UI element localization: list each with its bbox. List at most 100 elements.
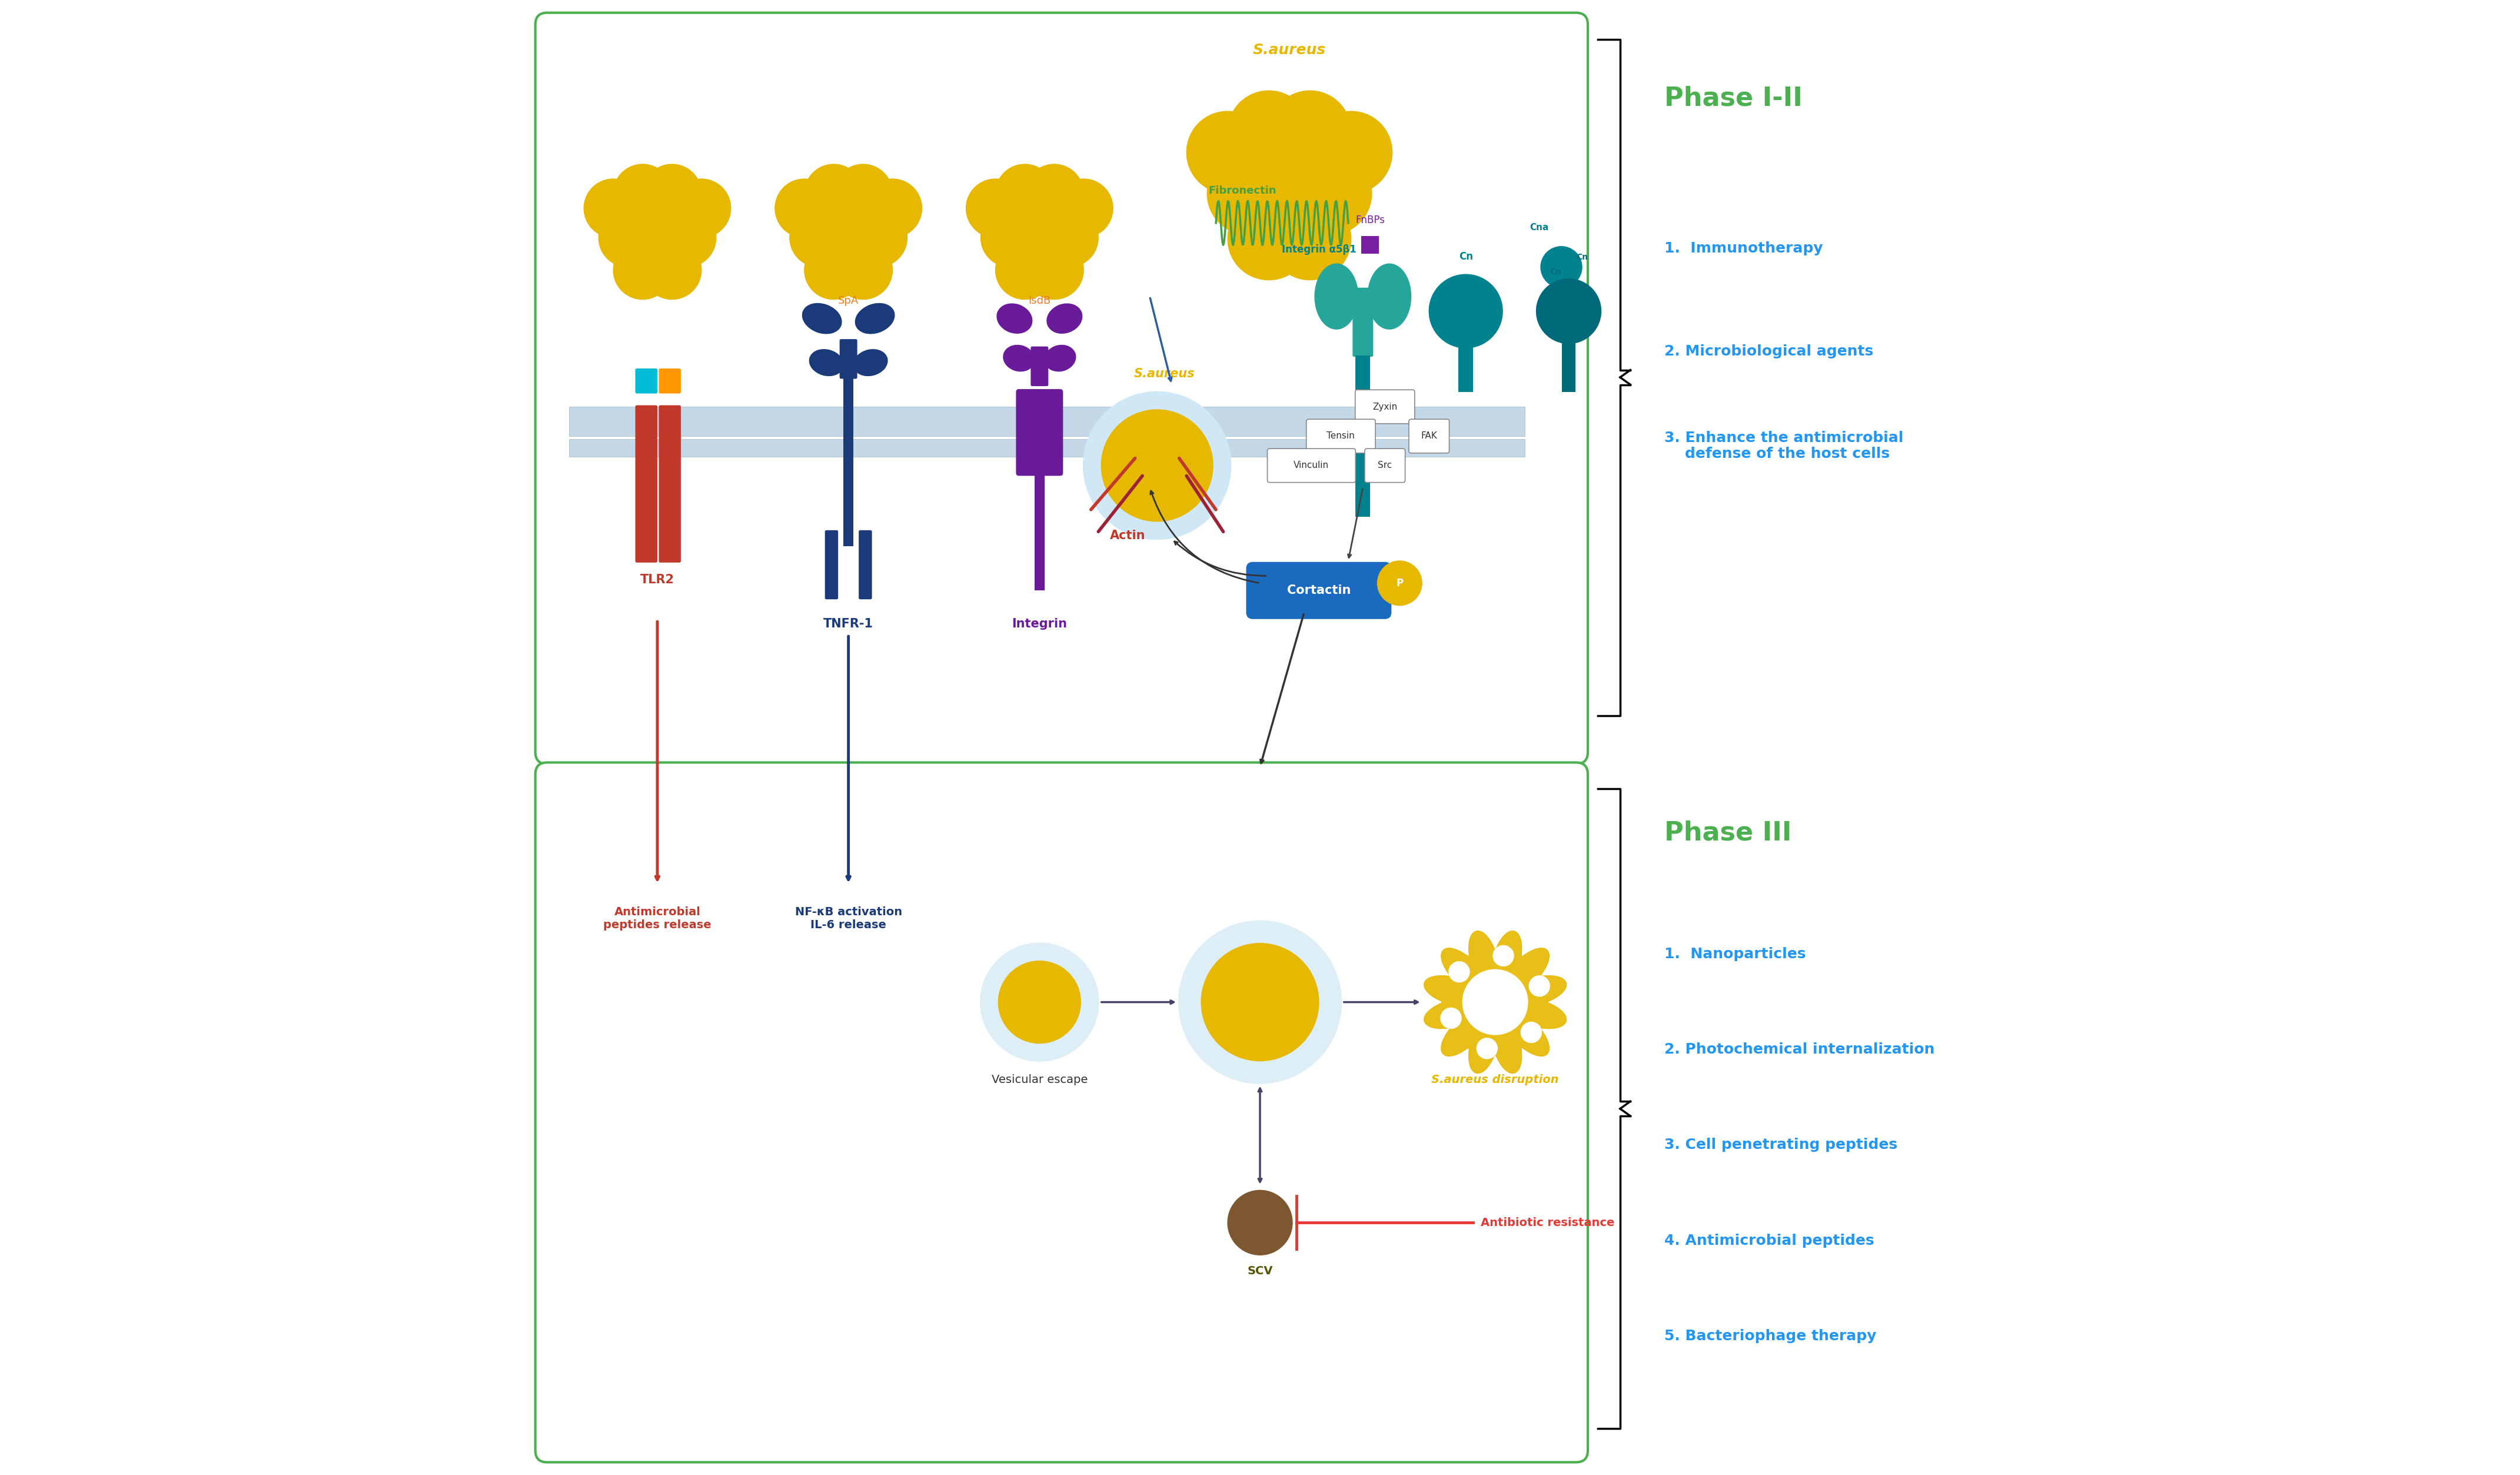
Ellipse shape xyxy=(809,350,844,376)
Text: 4. Antimicrobial peptides: 4. Antimicrobial peptides xyxy=(1663,1233,1875,1248)
Circle shape xyxy=(804,164,864,223)
Text: TNFR-1: TNFR-1 xyxy=(824,618,874,630)
Circle shape xyxy=(1522,1022,1542,1043)
Circle shape xyxy=(819,196,877,255)
FancyBboxPatch shape xyxy=(844,378,854,546)
Circle shape xyxy=(643,164,701,223)
Text: IsdB: IsdB xyxy=(1028,295,1051,307)
FancyBboxPatch shape xyxy=(1562,311,1575,392)
Circle shape xyxy=(1202,944,1318,1061)
FancyBboxPatch shape xyxy=(635,406,658,562)
Text: NF-κB activation
IL-6 release: NF-κB activation IL-6 release xyxy=(794,907,902,931)
FancyBboxPatch shape xyxy=(1409,419,1449,453)
Circle shape xyxy=(998,960,1081,1043)
Text: 2. Microbiological agents: 2. Microbiological agents xyxy=(1663,344,1872,358)
FancyBboxPatch shape xyxy=(1356,355,1371,516)
Text: FAK: FAK xyxy=(1421,432,1436,441)
Circle shape xyxy=(627,196,688,255)
Circle shape xyxy=(1187,111,1268,193)
Circle shape xyxy=(600,208,658,267)
Circle shape xyxy=(1247,136,1331,218)
Circle shape xyxy=(1227,198,1310,280)
Ellipse shape xyxy=(801,302,842,333)
Circle shape xyxy=(1540,246,1583,288)
Ellipse shape xyxy=(995,304,1033,333)
Circle shape xyxy=(1449,962,1469,982)
Circle shape xyxy=(1026,164,1084,223)
Text: Cortactin: Cortactin xyxy=(1288,584,1351,596)
Circle shape xyxy=(980,944,1099,1061)
Ellipse shape xyxy=(1003,345,1036,372)
Circle shape xyxy=(789,208,849,267)
FancyBboxPatch shape xyxy=(1361,236,1378,254)
FancyBboxPatch shape xyxy=(1268,448,1356,482)
Text: S.aureus: S.aureus xyxy=(1252,43,1326,58)
Text: Fibronectin: Fibronectin xyxy=(1210,186,1278,196)
Text: Vinculin: Vinculin xyxy=(1293,462,1328,471)
Circle shape xyxy=(995,240,1053,299)
Ellipse shape xyxy=(1315,264,1358,329)
Text: 1.  Nanoparticles: 1. Nanoparticles xyxy=(1663,947,1807,960)
FancyBboxPatch shape xyxy=(839,339,857,379)
Circle shape xyxy=(612,164,673,223)
Ellipse shape xyxy=(1043,345,1076,372)
Ellipse shape xyxy=(1368,264,1411,329)
Text: Cna: Cna xyxy=(1530,223,1550,232)
FancyBboxPatch shape xyxy=(1016,389,1063,476)
Text: 3. Enhance the antimicrobial
    defense of the host cells: 3. Enhance the antimicrobial defense of … xyxy=(1663,431,1903,462)
Text: SpA: SpA xyxy=(839,295,859,307)
Circle shape xyxy=(1268,90,1351,173)
Circle shape xyxy=(658,208,716,267)
Circle shape xyxy=(1492,945,1515,966)
Text: Antibiotic resistance: Antibiotic resistance xyxy=(1479,1217,1615,1229)
Circle shape xyxy=(1227,1190,1293,1255)
Circle shape xyxy=(1441,1007,1462,1028)
Circle shape xyxy=(1101,410,1212,521)
Circle shape xyxy=(1290,152,1371,235)
Circle shape xyxy=(673,178,731,237)
Circle shape xyxy=(1011,196,1068,255)
Text: TLR2: TLR2 xyxy=(640,574,675,586)
Text: Integrin α5β1: Integrin α5β1 xyxy=(1283,245,1356,255)
Text: Cn: Cn xyxy=(1550,268,1562,276)
Text: Src: Src xyxy=(1378,462,1391,471)
FancyBboxPatch shape xyxy=(635,369,658,394)
Circle shape xyxy=(1537,279,1600,344)
Circle shape xyxy=(1462,969,1527,1034)
Text: Antimicrobial
peptides release: Antimicrobial peptides release xyxy=(602,907,711,931)
Circle shape xyxy=(1310,111,1391,193)
Circle shape xyxy=(643,240,701,299)
Circle shape xyxy=(612,240,673,299)
Circle shape xyxy=(834,240,892,299)
Circle shape xyxy=(864,178,922,237)
Text: S.aureus: S.aureus xyxy=(1134,367,1194,379)
Circle shape xyxy=(1477,1038,1497,1059)
Text: 1.  Immunotherapy: 1. Immunotherapy xyxy=(1663,242,1822,255)
Text: Tensin: Tensin xyxy=(1328,432,1356,441)
FancyBboxPatch shape xyxy=(1356,389,1414,423)
Circle shape xyxy=(834,164,892,223)
FancyBboxPatch shape xyxy=(1459,311,1474,392)
Circle shape xyxy=(585,178,643,237)
Text: Integrin: Integrin xyxy=(1013,618,1066,630)
Text: S.aureus disruption: S.aureus disruption xyxy=(1431,1074,1560,1086)
Text: SCV: SCV xyxy=(1247,1266,1273,1276)
Polygon shape xyxy=(1424,931,1567,1074)
Circle shape xyxy=(1026,240,1084,299)
Text: 5. Bacteriophage therapy: 5. Bacteriophage therapy xyxy=(1663,1329,1877,1344)
FancyBboxPatch shape xyxy=(570,440,1525,457)
Ellipse shape xyxy=(854,350,887,376)
FancyBboxPatch shape xyxy=(1366,448,1406,482)
Text: 3. Cell penetrating peptides: 3. Cell penetrating peptides xyxy=(1663,1137,1898,1152)
Circle shape xyxy=(1530,976,1550,996)
FancyBboxPatch shape xyxy=(1247,562,1391,618)
Text: Phase I-II: Phase I-II xyxy=(1663,86,1802,111)
FancyBboxPatch shape xyxy=(824,530,839,599)
Text: 2. Photochemical internalization: 2. Photochemical internalization xyxy=(1663,1043,1935,1056)
FancyBboxPatch shape xyxy=(859,530,872,599)
Text: Actin: Actin xyxy=(1109,530,1147,541)
FancyBboxPatch shape xyxy=(658,369,680,394)
Text: Zyxin: Zyxin xyxy=(1373,403,1399,412)
Circle shape xyxy=(1053,178,1114,237)
Circle shape xyxy=(1084,392,1230,538)
